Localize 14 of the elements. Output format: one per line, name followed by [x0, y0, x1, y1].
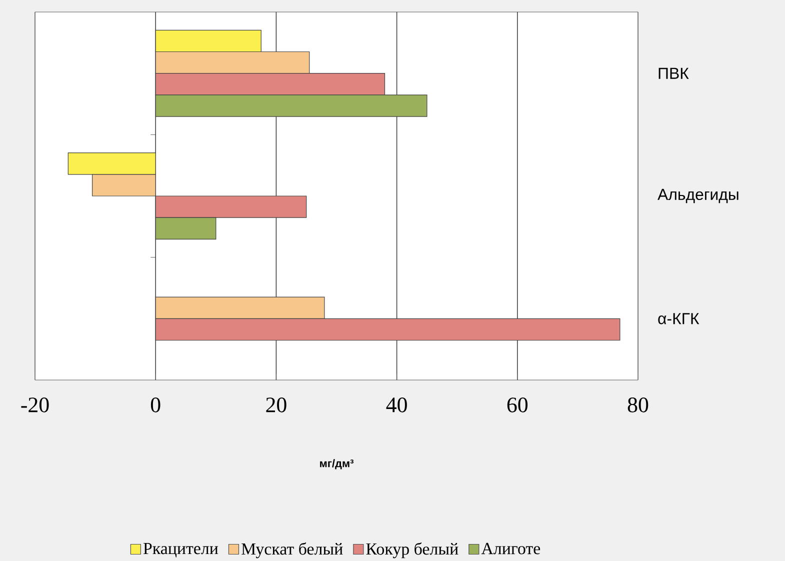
legend-label: Мускат белый	[242, 542, 343, 558]
legend-label: Алиготе	[481, 542, 540, 554]
x-tick-label: 40	[386, 398, 407, 412]
x-tick-label: 0	[150, 398, 160, 412]
legend-label: Кокур белый	[366, 542, 458, 558]
x-tick-label: 80	[628, 398, 648, 412]
x-tick-label: 20	[266, 398, 286, 412]
x-tick-label: -20	[21, 398, 49, 412]
x-axis-title: мг/дм³	[320, 459, 354, 470]
x-tick-label: 60	[507, 398, 528, 412]
legend-label: Ркацители	[143, 542, 218, 558]
y-tick-label: Альдегиды	[658, 188, 738, 204]
y-tick-label: α-КГК	[658, 313, 700, 324]
y-tick-label: ПВК	[658, 68, 689, 79]
